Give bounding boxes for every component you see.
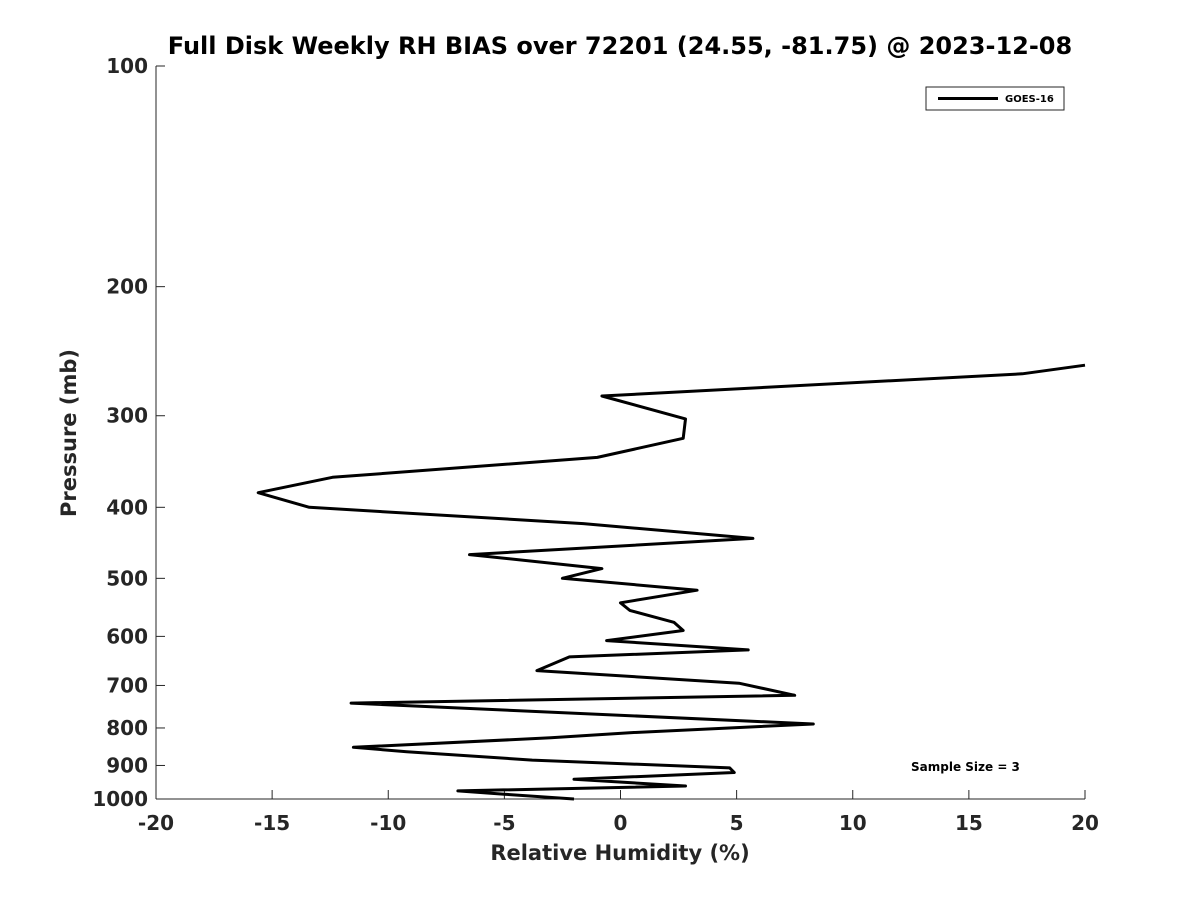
- chart-title: Full Disk Weekly RH BIAS over 72201 (24.…: [168, 32, 1072, 60]
- x-tick-label: -5: [493, 811, 515, 835]
- y-axis-label: Pressure (mb): [57, 349, 81, 517]
- legend-label: GOES-16: [1005, 94, 1054, 105]
- x-tick-label: 20: [1071, 811, 1099, 835]
- x-tick-label: 15: [955, 811, 983, 835]
- y-tick-label: 600: [106, 624, 148, 648]
- y-tick-label: 200: [106, 275, 148, 299]
- series-layer: [256, 363, 1086, 801]
- x-tick-label: -10: [370, 811, 406, 835]
- axes-layer: -20 -15 -10 -5 0 5 10 15 20 100 200 300 400 500 600 700…: [92, 54, 1099, 835]
- y-tick-label: 100: [106, 54, 148, 78]
- x-tick-label: 5: [730, 811, 744, 835]
- y-tick-label: 1000: [92, 787, 148, 811]
- sample-size-annotation: Sample Size = 3: [911, 760, 1020, 774]
- y-tick-label: 400: [106, 495, 148, 519]
- y-tick-label: 300: [106, 404, 148, 428]
- x-tick-label: -20: [138, 811, 174, 835]
- y-tick-label: 800: [106, 716, 148, 740]
- x-tick-label: -15: [254, 811, 290, 835]
- y-tick-label: 700: [106, 673, 148, 697]
- legend: GOES-16: [925, 86, 1065, 111]
- series-line-goes-16: [256, 363, 1086, 801]
- y-tick-label: 500: [106, 566, 148, 590]
- x-tick-label: 0: [614, 811, 628, 835]
- x-axis-label: Relative Humidity (%): [490, 841, 749, 865]
- x-tick-label: 10: [839, 811, 867, 835]
- y-tick-label: 900: [106, 753, 148, 777]
